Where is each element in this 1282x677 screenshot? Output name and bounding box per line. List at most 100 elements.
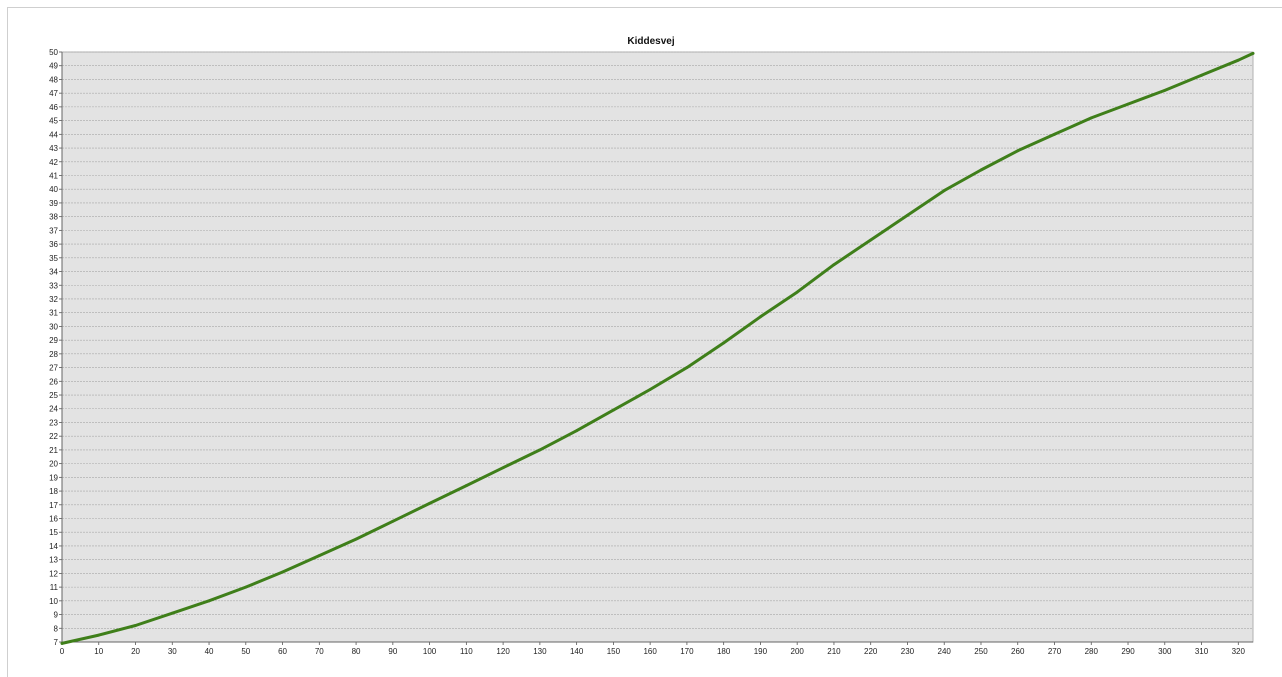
data-point <box>317 554 321 557</box>
data-point <box>1053 132 1056 136</box>
y-tick-label: 11 <box>50 583 59 592</box>
data-point <box>575 429 579 433</box>
x-tick-label: 320 <box>1232 647 1246 656</box>
data-point <box>832 263 836 267</box>
series-line <box>60 51 1255 645</box>
y-tick-label: 46 <box>49 103 58 112</box>
y-tick-label: 23 <box>49 418 58 427</box>
x-tick-label: 180 <box>717 647 731 656</box>
y-tick-label: 33 <box>49 281 58 290</box>
x-tick-label: 200 <box>791 647 805 656</box>
data-point <box>1126 102 1130 106</box>
y-tick-label: 24 <box>49 405 58 414</box>
y-tick-label: 43 <box>49 144 58 153</box>
x-tick-label: 160 <box>643 647 657 656</box>
data-point <box>1251 51 1255 55</box>
data-point <box>244 585 248 589</box>
y-tick-label: 38 <box>49 213 58 222</box>
x-tick-label: 140 <box>570 647 584 656</box>
data-point <box>759 315 762 319</box>
x-tick-label: 40 <box>205 647 214 656</box>
y-tick-label: 37 <box>49 226 58 235</box>
y-tick-label: 18 <box>49 487 58 496</box>
data-point <box>281 570 284 574</box>
x-tick-label: 310 <box>1195 647 1209 656</box>
data-point <box>942 189 946 192</box>
x-tick-label: 10 <box>94 647 103 656</box>
x-tick-label: 220 <box>864 647 878 656</box>
y-tick-label: 39 <box>49 199 58 208</box>
x-tick-label: 240 <box>938 647 952 656</box>
chart-frame <box>7 7 1282 677</box>
y-tick-label: 32 <box>49 295 58 304</box>
gridlines <box>62 51 1253 629</box>
data-point <box>906 213 909 217</box>
y-tick-label: 12 <box>49 569 58 578</box>
y-tick-label: 30 <box>49 322 58 331</box>
data-point <box>722 341 726 345</box>
data-point <box>685 366 689 369</box>
x-tick-label: 190 <box>754 647 768 656</box>
y-tick-label: 10 <box>49 597 58 606</box>
x-tick-label: 280 <box>1085 647 1099 656</box>
y-tick-label: 42 <box>49 158 58 167</box>
data-point <box>170 611 174 615</box>
x-tick-label: 300 <box>1158 647 1172 656</box>
data-point <box>134 624 137 627</box>
x-tick-label: 230 <box>901 647 915 656</box>
x-tick-label: 70 <box>315 647 324 656</box>
data-point <box>1200 73 1203 77</box>
chart-title: Kiddesvej <box>627 36 674 47</box>
data-point <box>611 408 615 412</box>
data-point <box>648 388 652 391</box>
y-tick-label: 16 <box>49 515 58 524</box>
y-tick-label: 22 <box>49 432 58 441</box>
y-tick-label: 8 <box>54 624 59 633</box>
x-tick-label: 0 <box>60 647 65 656</box>
x-tick-label: 100 <box>423 647 437 656</box>
x-tick-label: 260 <box>1011 647 1025 656</box>
y-tick-label: 31 <box>49 309 58 318</box>
y-tick-label: 40 <box>49 185 58 194</box>
x-tick-label: 170 <box>680 647 694 656</box>
y-tick-label: 35 <box>49 254 58 263</box>
x-tick-label: 80 <box>352 647 361 656</box>
y-tick-label: 9 <box>54 611 59 620</box>
x-tick-label: 250 <box>974 647 988 656</box>
data-point <box>1163 89 1167 92</box>
x-tick-label: 110 <box>460 647 473 656</box>
data-point <box>354 537 358 541</box>
data-point <box>869 238 873 242</box>
y-tick-label: 50 <box>49 48 58 57</box>
y-tick-label: 28 <box>49 350 58 359</box>
y-tick-label: 27 <box>49 364 58 373</box>
data-point <box>1236 58 1240 62</box>
y-tick-label: 44 <box>49 130 58 139</box>
x-tick-label: 130 <box>533 647 547 656</box>
x-tick-label: 210 <box>827 647 841 656</box>
y-tick-label: 7 <box>54 638 59 647</box>
data-point <box>207 599 211 603</box>
y-tick-label: 29 <box>49 336 58 345</box>
data-point <box>97 633 101 637</box>
x-tick-label: 50 <box>241 647 250 656</box>
y-tick-label: 49 <box>49 62 58 71</box>
data-point <box>428 502 431 505</box>
x-tick-label: 270 <box>1048 647 1062 656</box>
data-point <box>979 168 983 172</box>
plot-area <box>61 51 1254 643</box>
x-tick-label: 30 <box>168 647 177 656</box>
y-tick-label: 45 <box>49 117 58 126</box>
y-tick-label: 36 <box>49 240 58 249</box>
y-tick-label: 17 <box>49 501 58 510</box>
data-point <box>795 290 799 294</box>
y-tick-label: 41 <box>49 171 58 180</box>
data-point <box>391 519 395 523</box>
x-tick-label: 60 <box>278 647 287 656</box>
data-point <box>538 448 542 452</box>
x-tick-label: 290 <box>1121 647 1135 656</box>
y-tick-label: 48 <box>49 75 58 84</box>
data-point <box>1089 116 1093 120</box>
data-point <box>1016 149 1020 153</box>
